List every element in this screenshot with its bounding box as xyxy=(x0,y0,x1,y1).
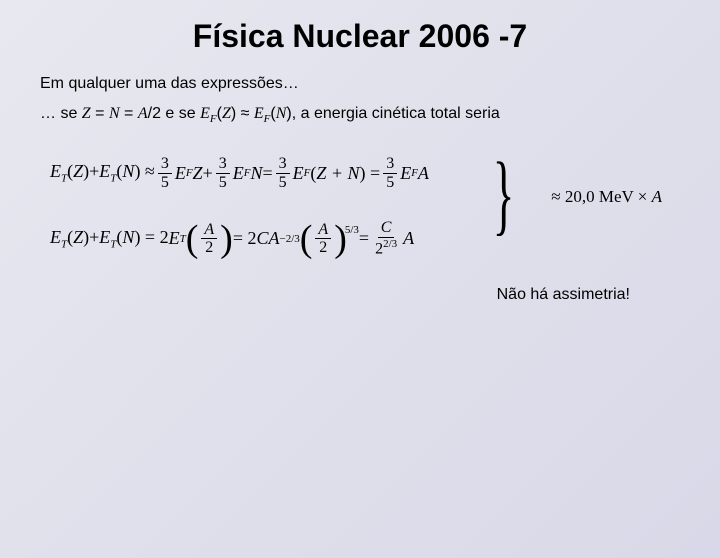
f1n: 3 xyxy=(158,155,172,174)
l2-p4: ), a energia cinética total seria xyxy=(286,105,499,122)
result-a: A xyxy=(652,187,662,206)
l2-eq1: = xyxy=(91,105,109,122)
equations-block: ET(Z)+ET(N) ≈ 35 EFZ + 35 EFN = 35 EF(Z … xyxy=(50,155,680,258)
eq1-lhs: ET(Z)+ET(N) ≈ xyxy=(50,161,155,185)
ef3s: F xyxy=(304,167,311,179)
content-area: Em qualquer uma das expressões… … se Z =… xyxy=(0,75,720,304)
f2n: 3 xyxy=(216,155,230,174)
l2-pre: … se xyxy=(40,105,82,122)
conclusion-text: Não há assimetria! xyxy=(40,286,680,304)
rd: 22/3 xyxy=(372,238,400,258)
frac-a2-1: A2 xyxy=(201,221,217,257)
frac-1: 35 xyxy=(158,155,172,191)
zn: Z + N xyxy=(316,163,359,184)
ra: A xyxy=(403,228,414,249)
et3: E xyxy=(169,228,180,249)
ef4: E xyxy=(400,163,411,184)
f2d: 5 xyxy=(216,174,230,192)
rd2: 2 xyxy=(375,240,383,257)
bn1: A xyxy=(201,221,217,240)
f4n: 3 xyxy=(383,155,397,174)
bn2: A xyxy=(315,221,331,240)
eq2eq: = xyxy=(359,228,369,249)
p6: ) = xyxy=(360,163,381,184)
frac-result: C 22/3 xyxy=(372,219,400,258)
plus1: + xyxy=(203,163,213,184)
f4d: 5 xyxy=(383,174,397,192)
ef1s: F xyxy=(186,167,193,179)
curly-brace-icon: } xyxy=(493,150,515,240)
e1z: Z xyxy=(73,161,83,181)
page-title: Física Nuclear 2006 -7 xyxy=(0,18,720,55)
rn: C xyxy=(378,219,395,238)
ef2: E xyxy=(233,163,244,184)
ef3: E xyxy=(293,163,304,184)
mid: = 2 xyxy=(233,228,257,249)
exp1: −2/3 xyxy=(279,233,299,245)
l2-eq2: = xyxy=(120,105,138,122)
e1: E xyxy=(50,161,61,181)
intro-text: Em qualquer uma das expressões… xyxy=(40,75,680,93)
frac-a2-2: A2 xyxy=(315,221,331,257)
result-text: ≈ 20,0 MeV × xyxy=(551,187,651,206)
frac-4: 35 xyxy=(383,155,397,191)
e2n: N xyxy=(122,227,134,247)
en: N xyxy=(250,163,262,184)
bd1: 2 xyxy=(202,239,216,257)
l2-n: N xyxy=(109,105,120,122)
e2p4: ) = 2 xyxy=(134,227,168,247)
e1p2: )+ xyxy=(83,161,99,181)
f3d: 5 xyxy=(276,174,290,192)
frac-3: 35 xyxy=(276,155,290,191)
l2-z: Z xyxy=(82,105,91,122)
l2-nn: N xyxy=(276,105,287,122)
ez: Z xyxy=(193,163,203,184)
eq2-lhs: ET(Z)+ET(N) = 2 xyxy=(50,227,169,251)
e1p4: ) ≈ xyxy=(134,161,154,181)
e22: E xyxy=(99,227,110,247)
c: C xyxy=(256,228,268,249)
e2p2: )+ xyxy=(83,227,99,247)
rde: 2/3 xyxy=(383,238,397,250)
a2: A xyxy=(268,228,279,249)
e2z: Z xyxy=(73,227,83,247)
bd2: 2 xyxy=(316,239,330,257)
f1d: 5 xyxy=(158,174,172,192)
et3s: T xyxy=(180,233,186,245)
e21: E xyxy=(50,227,61,247)
exp2: 5/3 xyxy=(345,224,359,236)
l2-ef1sub: F xyxy=(210,113,217,125)
ea: A xyxy=(418,163,429,184)
f3n: 3 xyxy=(276,155,290,174)
l2-a: A xyxy=(138,105,148,122)
l2-p2: ) ≈ xyxy=(231,105,254,122)
ef1: E xyxy=(175,163,186,184)
eq1eq: = xyxy=(262,163,272,184)
l2-ef2: E xyxy=(254,105,264,122)
l2-ef1: E xyxy=(200,105,210,122)
frac-2: 35 xyxy=(216,155,230,191)
l2-zz: Z xyxy=(222,105,231,122)
e1n: N xyxy=(122,161,134,181)
l2-div: /2 e se xyxy=(148,105,200,122)
ef4s: F xyxy=(411,167,418,179)
equation-2: ET(Z)+ET(N) = 2 ET ( A2 ) = 2CA−2/3 ( A2… xyxy=(50,219,680,258)
approx-result: ≈ 20,0 MeV × A xyxy=(551,187,662,207)
condition-line: … se Z = N = A/2 e se EF(Z) ≈ EF(N), a e… xyxy=(40,105,680,125)
e2: E xyxy=(99,161,110,181)
equation-1: ET(Z)+ET(N) ≈ 35 EFZ + 35 EFN = 35 EF(Z … xyxy=(50,155,680,191)
